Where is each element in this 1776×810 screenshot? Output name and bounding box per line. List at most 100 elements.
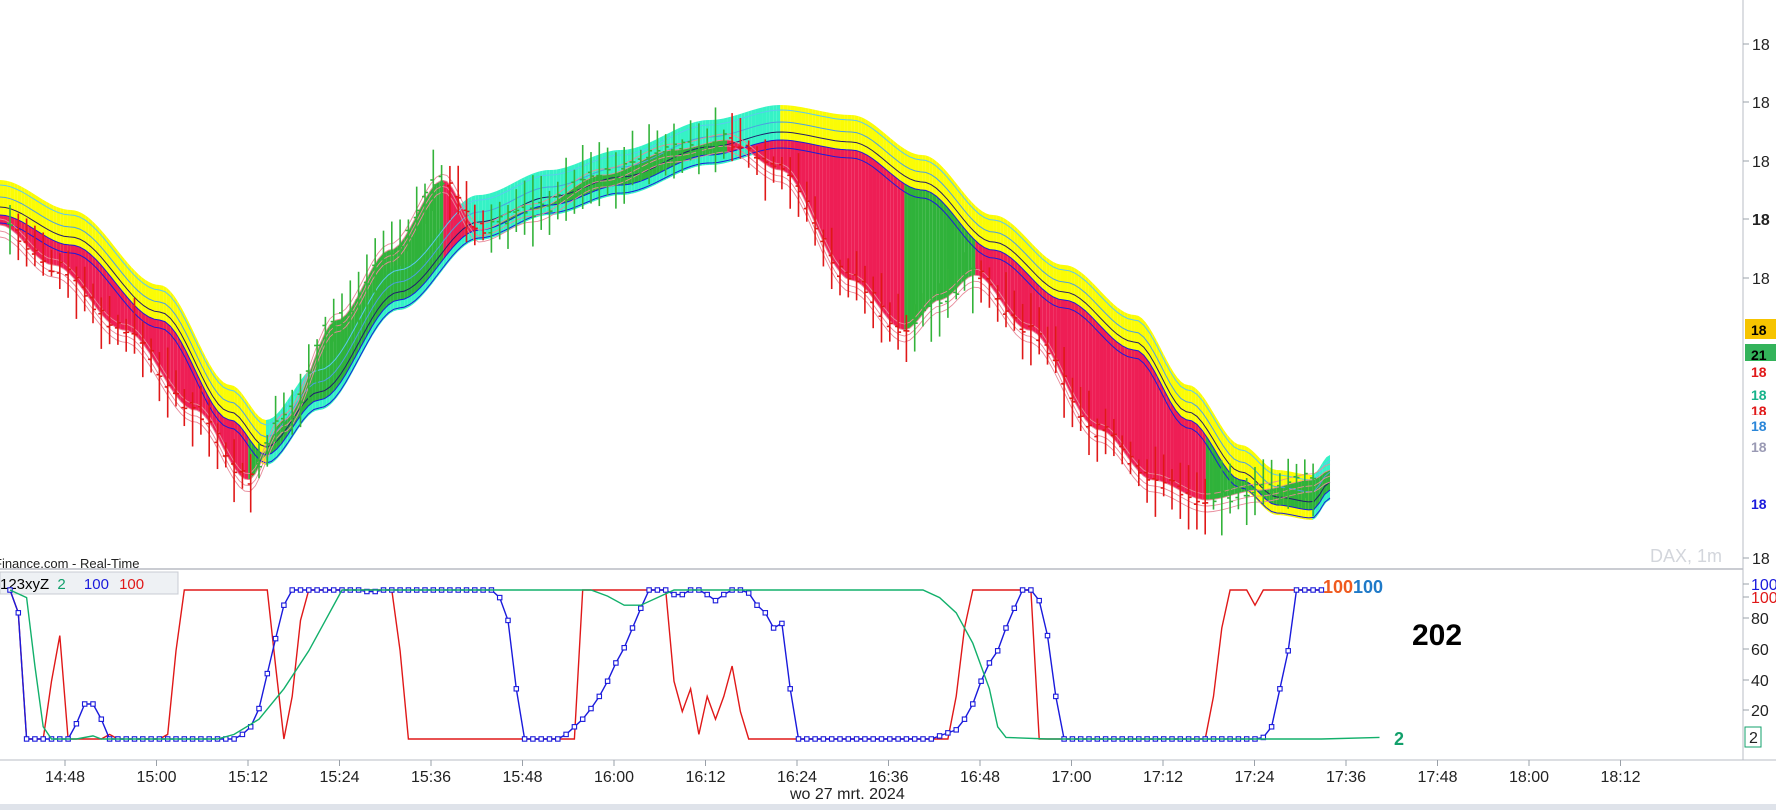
ribbon-slow-segment [847,114,852,160]
ribbon-fast-segment [1071,301,1075,402]
ribbon-fast-segment [1166,395,1171,486]
indicator-header-box [0,571,179,595]
ribbon-slow-segment [822,111,827,158]
oscillator-marker [521,736,528,742]
ribbon-slow-segment [801,107,806,153]
indicator-param-3: 100 [119,576,144,593]
ribbon-fast-segment [184,348,188,408]
oscillator-marker [1011,605,1018,611]
ribbon-slow-segment [1184,384,1189,430]
ribbon-fast-segment [425,192,430,282]
ribbon-slow-segment [60,208,64,255]
oscillator-marker [297,587,304,593]
ribbon-fast-segment [975,240,979,276]
ribbon-slow-segment [230,385,235,431]
price-tag-label: 18 [1751,418,1767,434]
oscillator-line [9,589,1322,740]
ribbon-fast-segment [652,153,657,177]
date-label: wo 27 mrt. 2024 [789,786,905,803]
ribbon-slow-segment [989,214,994,260]
ribbon-slow-segment [805,107,809,154]
ribbon-slow-segment [776,105,781,151]
price-tag-label: 18 [1751,439,1767,455]
ribbon-fast-segment [1032,278,1036,333]
ribbon-fast-segment [1042,289,1047,346]
ma-line-slow [0,147,1331,519]
oscillator-marker [23,736,30,742]
ribbon-fast-segment [1134,350,1139,472]
ribbon-fast-segment [840,149,845,277]
oscillator-marker [604,678,611,684]
ribbon-slow-segment [475,195,479,241]
ribbon-fast-segment [925,190,930,311]
ribbon-fast-segment [429,187,433,278]
scrollbar-track[interactable] [0,804,1776,810]
ribbon-fast-segment [127,297,132,333]
oscillator-marker [878,736,885,742]
oscillator-marker [73,721,80,727]
oscillator-marker [1028,587,1034,593]
ribbon-fast-segment [237,423,242,477]
oscillator-marker [787,686,793,692]
ribbon-slow-segment [524,175,529,223]
ribbon-fast-segment [936,196,940,301]
ribbon-slow-segment [1188,385,1192,431]
ribbon-slow-segment [542,170,547,216]
source-label: Finance.com - Real-Time [0,556,139,571]
oscillator-marker [546,736,553,742]
ribbon-fast-segment [1074,303,1079,409]
ribbon-fast-segment [1124,346,1128,458]
time-tick-label: 17:12 [1143,769,1183,786]
time-axis: wo 27 mrt. 2024 14:48 15:00 15:12 15:24 15:3… [0,759,1776,803]
ribbon-slow-segment [70,210,75,256]
ribbon-fast-segment [851,150,855,281]
ribbon-fast-segment [641,158,646,181]
ribbon-fast-segment [1280,485,1284,506]
ribbon-fast-segment [312,355,316,403]
ribbon-slow-segment [0,180,4,226]
oscillator-marker [1285,648,1291,654]
oscillator-marker [845,736,852,742]
ribbon-fast-segment [649,155,653,178]
ribbon-fast-segment [982,246,986,281]
oscillator-panel: 123xyZ 2 100 100 202 100 100 2 [0,571,1462,749]
time-tick-label: 14:48 [45,769,85,786]
ribbon-fast-segment [1060,299,1064,380]
ribbon-fast-segment [1081,307,1086,420]
price-tag-bg [1745,319,1776,339]
ribbon-fast-segment [85,250,89,298]
ribbon-slow-segment [790,105,795,152]
oscillator-marker [911,736,918,742]
oscillator-marker [704,591,710,598]
price-tick-label: 18 [1752,551,1770,568]
oscillator-marker [986,660,993,666]
ribbon-fast-segment [1099,325,1104,431]
oscillator-marker [1293,587,1300,593]
ribbon-fast-segment [578,182,582,198]
ribbon-slow-segment [156,284,160,330]
ribbon-fast-segment [844,149,848,280]
ribbon-fast-segment [1298,481,1302,509]
time-tick-label: 17:48 [1417,769,1457,786]
ribbon-fast-segment [918,189,923,320]
ribbon-slow-segment [3,180,8,226]
ribbon-fast-segment [890,172,894,325]
ribbon-slow-segment [773,105,777,151]
oscillator-marker [754,602,760,608]
ribbon-fast-segment [386,250,391,307]
ribbon-fast-segment [1142,353,1146,478]
oscillator-marker [804,736,810,742]
ribbon-fast-segment [893,175,898,328]
time-tick-label: 17:36 [1326,769,1366,786]
oscillator-marker [571,724,578,730]
ribbon-fast-segment [1127,348,1132,463]
indicator-param-1: 2 [57,576,65,593]
oscillator-marker [289,587,295,593]
ribbon-fast-segment [230,420,235,468]
ribbon-fast-segment [833,148,838,269]
ribbon-fast-segment [883,167,887,318]
oscillator-marker [256,705,262,712]
time-tick-label: 16:12 [685,769,725,786]
ribbon-slow-segment [1056,263,1061,310]
oscillator-marker [98,716,105,722]
